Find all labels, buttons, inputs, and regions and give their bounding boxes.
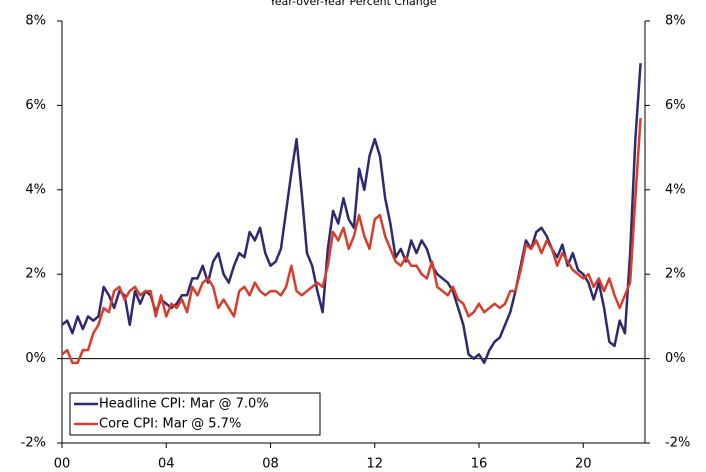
x-tick-label: 20 [575, 457, 592, 472]
y2-tick-label: -2% [665, 436, 690, 451]
y2-tick-label: 8% [665, 14, 686, 29]
y2-tick-label: 0% [665, 351, 686, 366]
legend-label: Headline CPI: Mar @ 7.0% [99, 397, 269, 412]
legend-label: Core CPI: Mar @ 5.7% [99, 417, 241, 432]
chart-title: Year-over-Year Percent Change [268, 0, 436, 8]
x-tick-label: 08 [262, 457, 279, 472]
series-line [61, 117, 642, 365]
series-line [61, 63, 642, 365]
y-tick-label: 8% [25, 14, 46, 29]
x-tick-label: 00 [54, 457, 71, 472]
legend-box [69, 392, 321, 436]
x-tick-label: 16 [471, 457, 488, 472]
x-tick-label: 04 [158, 457, 175, 472]
y-tick-label: 2% [25, 267, 46, 282]
y2-tick-label: 2% [665, 267, 686, 282]
x-tick-label: 12 [366, 457, 383, 472]
y-tick-label: 0% [25, 351, 46, 366]
y2-tick-label: 4% [665, 182, 686, 197]
y-tick-label: 6% [25, 98, 46, 113]
y2-tick-label: 6% [665, 98, 686, 113]
y-tick-label: -2% [21, 436, 46, 451]
y-tick-label: 4% [25, 182, 46, 197]
